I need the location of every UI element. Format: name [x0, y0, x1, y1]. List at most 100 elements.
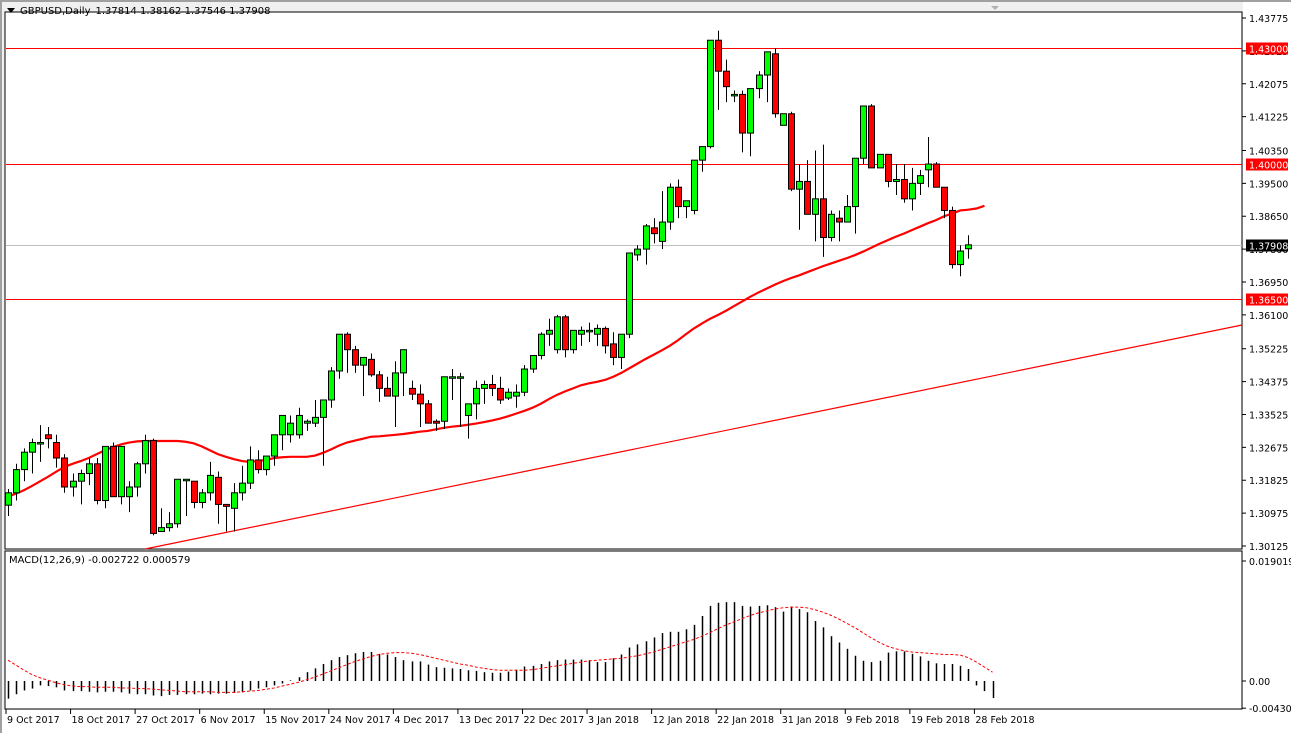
- candle[interactable]: [433, 419, 440, 431]
- candle[interactable]: [457, 372, 464, 428]
- candle[interactable]: [392, 361, 399, 428]
- candle[interactable]: [118, 445, 125, 505]
- candle[interactable]: [731, 90, 738, 103]
- candle[interactable]: [820, 144, 827, 257]
- candle[interactable]: [271, 434, 278, 466]
- candle[interactable]: [449, 369, 456, 400]
- candle[interactable]: [312, 399, 319, 428]
- candle[interactable]: [239, 465, 246, 501]
- candle[interactable]: [513, 384, 520, 408]
- candle[interactable]: [296, 407, 303, 439]
- candle[interactable]: [715, 30, 722, 110]
- scroll-shift-marker-icon[interactable]: [991, 6, 999, 10]
- candle[interactable]: [441, 376, 448, 429]
- candle[interactable]: [667, 183, 674, 230]
- candle[interactable]: [739, 90, 746, 153]
- candle[interactable]: [368, 353, 375, 377]
- candle[interactable]: [400, 349, 407, 397]
- candle[interactable]: [417, 384, 424, 428]
- candle[interactable]: [764, 51, 771, 103]
- candle[interactable]: [320, 399, 327, 466]
- candle[interactable]: [530, 354, 537, 373]
- candle[interactable]: [489, 374, 496, 397]
- candle[interactable]: [626, 252, 633, 339]
- candle[interactable]: [804, 160, 811, 215]
- candle[interactable]: [70, 473, 77, 497]
- candle[interactable]: [868, 104, 875, 169]
- candle[interactable]: [352, 345, 359, 373]
- candle[interactable]: [473, 380, 480, 420]
- candle[interactable]: [142, 434, 149, 474]
- candle[interactable]: [174, 478, 181, 528]
- candle[interactable]: [207, 461, 214, 501]
- candle[interactable]: [683, 200, 690, 219]
- candle[interactable]: [925, 136, 932, 188]
- candle[interactable]: [877, 153, 884, 169]
- candle[interactable]: [110, 442, 117, 498]
- candle[interactable]: [594, 324, 601, 346]
- candle[interactable]: [481, 380, 488, 404]
- candle[interactable]: [747, 88, 754, 157]
- price-panel[interactable]: [4, 11, 1243, 550]
- candle[interactable]: [94, 457, 101, 505]
- candle[interactable]: [707, 39, 714, 149]
- candle[interactable]: [699, 146, 706, 172]
- candle[interactable]: [279, 414, 286, 451]
- candle[interactable]: [586, 322, 593, 342]
- candle[interactable]: [933, 162, 940, 188]
- candle[interactable]: [102, 445, 109, 509]
- candle[interactable]: [86, 457, 93, 486]
- candle[interactable]: [893, 164, 900, 195]
- collapse-triangle-icon[interactable]: [7, 8, 15, 13]
- candle[interactable]: [949, 206, 956, 269]
- candle[interactable]: [158, 508, 165, 532]
- candle[interactable]: [860, 105, 867, 165]
- candle[interactable]: [376, 370, 383, 402]
- candle[interactable]: [634, 245, 641, 261]
- candle[interactable]: [497, 376, 504, 404]
- candle[interactable]: [554, 314, 561, 354]
- candle[interactable]: [199, 488, 206, 509]
- candle[interactable]: [691, 159, 698, 215]
- candle[interactable]: [538, 332, 545, 360]
- macd-panel[interactable]: [4, 550, 1243, 710]
- candle[interactable]: [844, 194, 851, 223]
- candle[interactable]: [965, 235, 972, 259]
- candle[interactable]: [852, 157, 859, 234]
- candle[interactable]: [304, 419, 311, 431]
- candle[interactable]: [150, 438, 157, 536]
- candle[interactable]: [328, 367, 335, 408]
- candle[interactable]: [425, 399, 432, 424]
- candle[interactable]: [53, 434, 60, 468]
- candle[interactable]: [562, 314, 569, 358]
- candle[interactable]: [215, 471, 222, 524]
- candle[interactable]: [21, 448, 28, 482]
- candle[interactable]: [836, 210, 843, 242]
- candle[interactable]: [29, 438, 36, 474]
- candle[interactable]: [618, 333, 625, 370]
- candle[interactable]: [651, 218, 658, 244]
- candle[interactable]: [465, 403, 472, 439]
- candle[interactable]: [756, 71, 763, 99]
- candle[interactable]: [602, 326, 609, 354]
- candle[interactable]: [287, 415, 294, 443]
- candle[interactable]: [255, 450, 262, 474]
- candle[interactable]: [126, 481, 133, 513]
- candle[interactable]: [941, 186, 948, 219]
- candle[interactable]: [812, 150, 819, 242]
- moving-average-line[interactable]: [7, 204, 985, 498]
- candle[interactable]: [37, 425, 44, 462]
- candle[interactable]: [780, 113, 787, 126]
- candle[interactable]: [231, 483, 238, 532]
- candle[interactable]: [675, 179, 682, 219]
- candle[interactable]: [78, 469, 85, 505]
- candle[interactable]: [570, 329, 577, 354]
- candle[interactable]: [546, 318, 553, 346]
- candle[interactable]: [772, 47, 779, 118]
- candle[interactable]: [610, 332, 617, 366]
- macd-signal-line[interactable]: [7, 606, 993, 693]
- candle[interactable]: [578, 326, 585, 346]
- candle[interactable]: [5, 488, 12, 517]
- candle[interactable]: [957, 245, 964, 277]
- candle[interactable]: [828, 210, 835, 242]
